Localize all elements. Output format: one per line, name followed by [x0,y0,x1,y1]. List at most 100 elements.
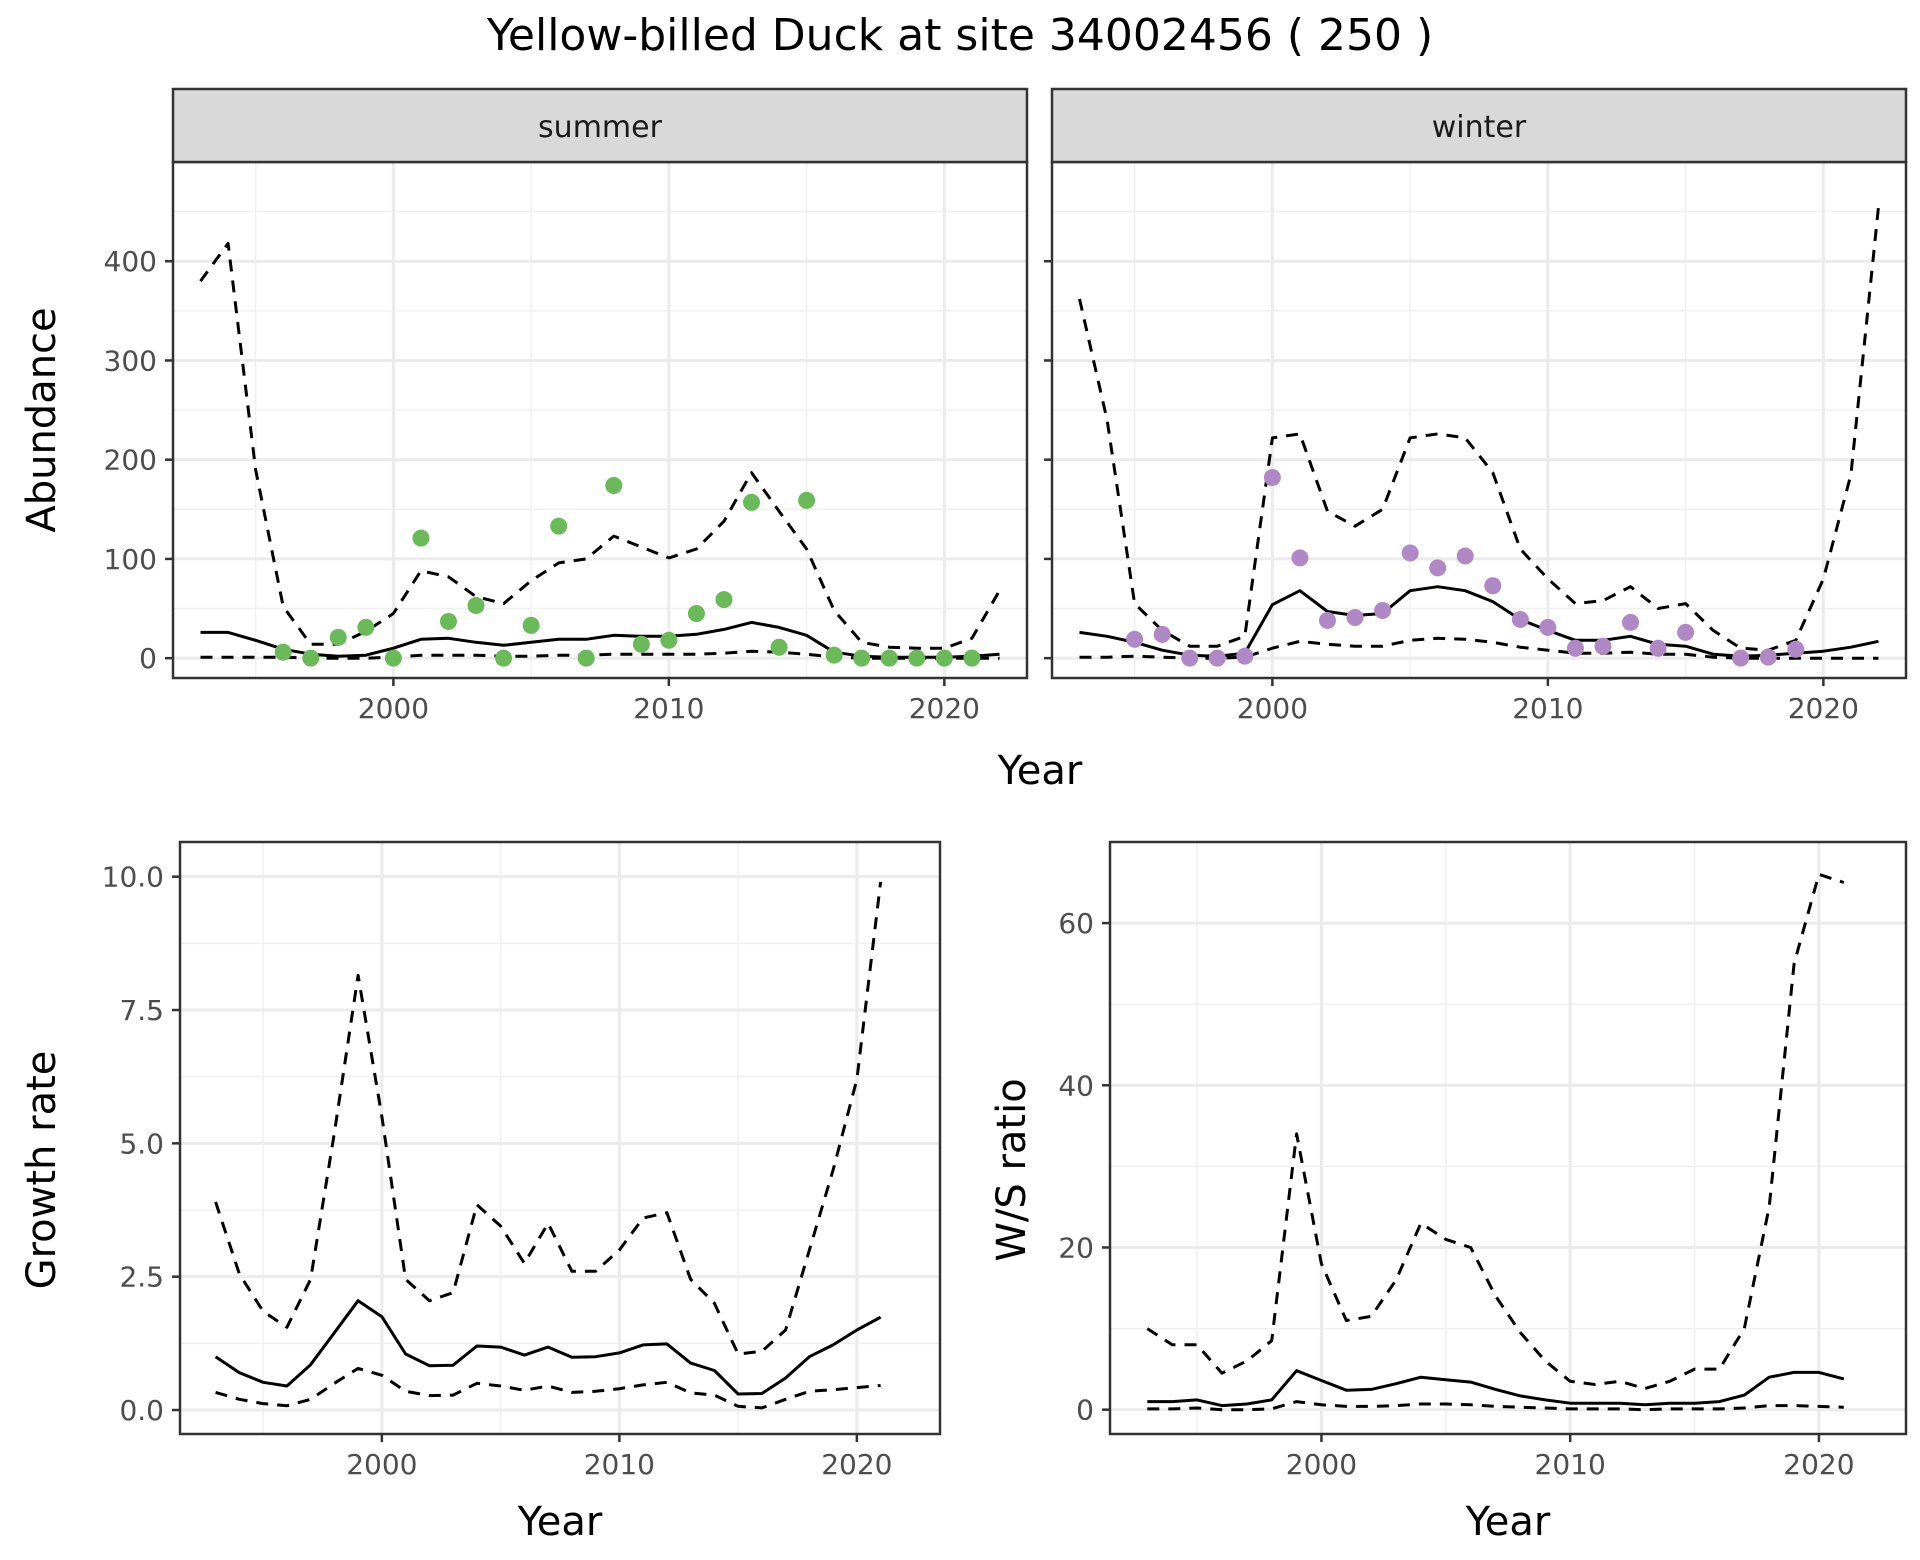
ratio-x-tick-label: 2000 [1286,1448,1357,1481]
ratio-y-axis-title: W/S ratio [989,1078,1035,1261]
growth-y-tick-label: 7.5 [119,994,164,1027]
winter-upper-line [1078,206,1880,652]
ratio-panel-border [1108,840,1908,1436]
winter-x-tick-label: 2000 [1237,692,1308,725]
summer-observed-point [329,628,347,646]
summer-observed-point [687,605,705,622]
summer-observed-point [715,591,733,609]
strip-summer: summer [171,87,1029,164]
panel-winter: 2000 2010 2020 [1044,160,1908,725]
summer-observed-point [495,649,513,667]
summer-observed-point [522,616,540,634]
winter-observed-point [1732,649,1750,667]
winter-plot-area [1052,162,1906,678]
panel-ratio: 2000 2010 2020 0 20 40 60 [1058,840,1908,1481]
summer-observed-point [439,612,457,630]
ratio-y-tick-label: 20 [1058,1231,1094,1264]
winter-observed-point [1484,577,1502,595]
winter-observed-point [1539,618,1557,636]
summer-observed-point [384,649,402,667]
summer-x-tick-label: 2010 [633,692,704,725]
panel-growth: 2000 2010 2020 0.0 2.5 5.0 7.5 10.0 [102,840,942,1481]
growth-y-tick-label: 0.0 [119,1394,164,1427]
summer-observed-point [880,649,898,667]
summer-observed-point [798,491,816,509]
growth-y-tick-label: 10.0 [102,861,164,894]
top-y-axis-title: Abundance [19,307,65,532]
winter-observed-point [1208,649,1226,667]
summer-y-tick-label: 300 [104,344,157,377]
growth-y-axis-title: Growth rate [19,1051,65,1290]
summer-observed-point [605,476,623,494]
ratio-y-tick-label: 60 [1058,907,1094,940]
winter-observed-point [1401,544,1419,562]
winter-observed-point [1263,469,1281,487]
summer-observed-point [550,517,568,535]
summer-observed-point [908,649,926,667]
ratio-x-tick-label: 2020 [1783,1448,1854,1481]
strip-summer-label: summer [538,110,663,145]
winter-observed-point [1622,613,1640,631]
winter-observed-point [1126,630,1144,648]
winter-observed-point [1236,647,1254,665]
growth-x-tick-label: 2010 [584,1448,655,1481]
summer-observed-point [963,649,981,667]
ratio-y-tick-label: 40 [1058,1069,1094,1102]
winter-observed-point [1677,623,1695,641]
winter-observed-point [1511,610,1529,628]
winter-x-tick-label: 2020 [1788,692,1859,725]
summer-observed-point [660,631,678,649]
growth-fit-line [214,1299,882,1396]
winter-observed-point [1429,559,1447,577]
summer-lower-line [200,649,1000,660]
ratio-x-axis-title: Year [1465,1499,1551,1545]
winter-observed-point [1649,639,1667,657]
ratio-plot-area [1110,842,1906,1434]
winter-observed-point [1594,637,1612,655]
summer-y-tick-label: 100 [104,543,157,576]
top-x-axis-title: Year [997,748,1083,794]
winter-observed-point [1787,640,1805,658]
ratio-upper-line [1146,872,1845,1391]
strip-winter-label: winter [1432,110,1527,145]
ratio-y-tick-label: 0 [1076,1394,1094,1427]
ratio-x-tick-label: 2010 [1535,1448,1606,1481]
winter-observed-point [1291,549,1309,567]
growth-y-tick-label: 5.0 [119,1127,164,1160]
growth-x-tick-label: 2020 [821,1448,892,1481]
summer-observed-point [825,646,843,664]
summer-observed-point [467,597,485,615]
summer-plot-area [173,162,1027,678]
main-title: Yellow-billed Duck at site 34002456 ( 25… [486,10,1433,61]
winter-observed-point [1318,611,1336,629]
summer-observed-point [274,643,292,661]
summer-observed-point [935,649,953,667]
strip-summer-background [171,87,1029,164]
summer-observed-point [632,635,650,653]
strip-winter: winter [1050,87,1908,164]
summer-observed-point [853,649,871,667]
strip-winter-background [1050,87,1908,164]
growth-panel-border [178,840,942,1436]
ratio-fit-line [1147,1369,1845,1408]
summer-y-tick-label: 200 [104,444,157,477]
winter-observed-point [1374,602,1392,620]
summer-y-tick-label: 0 [139,642,157,675]
growth-upper-line [214,881,883,1356]
ratio-lower-line [1147,1400,1844,1412]
winter-observed-point [1153,625,1171,643]
winter-observed-point [1456,547,1474,565]
summer-x-tick-label: 2000 [358,692,429,725]
summer-observed-point [412,529,430,547]
summer-y-tick-label: 400 [104,245,157,278]
growth-x-axis-title: Year [517,1499,603,1545]
summer-x-tick-label: 2020 [909,692,980,725]
growth-y-tick-label: 2.5 [119,1261,164,1294]
summer-observed-point [770,638,788,656]
summer-observed-point [302,649,320,667]
winter-x-tick-label: 2010 [1512,692,1583,725]
winter-observed-point [1181,649,1199,667]
growth-plot-area [180,842,940,1434]
winter-observed-point [1566,639,1584,657]
